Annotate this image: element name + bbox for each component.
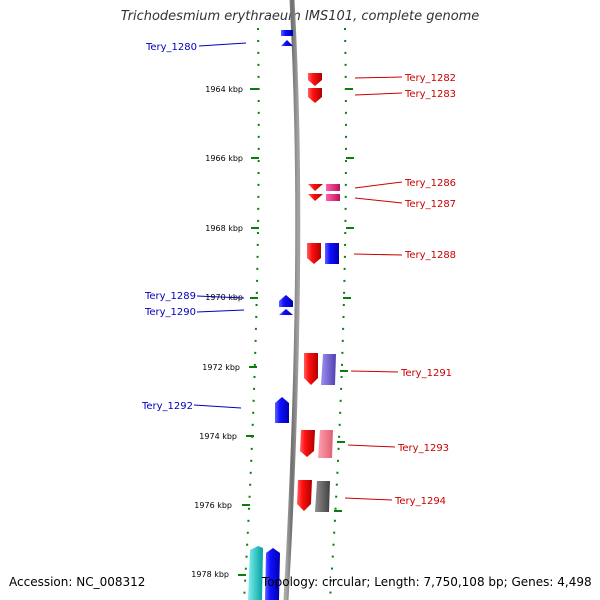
gene-label-tery-1292[interactable]: Tery_1292 (141, 401, 193, 412)
gene-tery-1286-feature[interactable] (308, 184, 323, 201)
gene-label-tery-1287[interactable]: Tery_1287 (404, 199, 456, 210)
leader-lines-minus (193, 42, 247, 409)
scale-label: 1968 kbp (205, 224, 243, 233)
gene-labels-minus: Tery_1280 Tery_1289 Tery_1290 Tery_1292 (141, 42, 197, 412)
scale-label: 1974 kbp (199, 432, 237, 441)
gene-tery-1291-feature[interactable] (304, 353, 336, 385)
gene-label-tery-1293[interactable]: Tery_1293 (397, 443, 449, 454)
gene-labels-plus: Tery_1282 Tery_1283 Tery_1286 Tery_1287 … (394, 73, 456, 507)
scale-label: 1972 kbp (202, 363, 240, 372)
gene-tery-1288-feature[interactable] (307, 243, 339, 264)
gene-tery-1280-feature[interactable] (281, 30, 293, 46)
gene-label-tery-1283[interactable]: Tery_1283 (404, 89, 456, 100)
gene-label-tery-1280[interactable]: Tery_1280 (145, 42, 197, 53)
gene-tery-1282-feature[interactable] (308, 73, 322, 86)
gene-tery-1292-feature[interactable] (275, 397, 289, 423)
topology-text: Topology: circular; Length: 7,750,108 bp… (262, 575, 592, 589)
scale-label: 1978 kbp (191, 570, 229, 579)
leader-lines-plus (344, 76, 403, 501)
gene-tery-1294-feature[interactable] (297, 480, 330, 512)
scale-ticks-outer (334, 88, 354, 512)
gene-tery-1287-feature[interactable] (326, 184, 340, 201)
scale-label: 1964 kbp (205, 85, 243, 94)
gene-label-tery-1288[interactable]: Tery_1288 (404, 250, 456, 261)
gene-tery-1293-feature[interactable] (300, 430, 333, 458)
gene-label-tery-1282[interactable]: Tery_1282 (404, 73, 456, 84)
gene-label-tery-1286[interactable]: Tery_1286 (404, 178, 456, 189)
inner-tick-track (243, 27, 260, 600)
map-title: Trichodesmium erythraeum IMS101, complet… (120, 9, 480, 24)
genome-backbone (283, 0, 301, 600)
gene-label-tery-1294[interactable]: Tery_1294 (394, 496, 446, 507)
outer-tick-track (329, 27, 347, 600)
gene-label-tery-1291[interactable]: Tery_1291 (400, 368, 452, 379)
gene-tery-1283-feature[interactable] (308, 88, 322, 103)
gene-label-tery-1289[interactable]: Tery_1289 (144, 291, 196, 302)
gene-bottom-features[interactable] (248, 546, 280, 600)
scale-label: 1976 kbp (194, 501, 232, 510)
gene-label-tery-1290[interactable]: Tery_1290 (144, 307, 196, 318)
scale-label: 1966 kbp (205, 154, 243, 163)
scale-labels: 1964 kbp 1966 kbp 1968 kbp 1970 kbp 1972… (191, 85, 243, 579)
gene-tery-1289-1290-feature[interactable] (279, 295, 293, 315)
scale-ticks-inner (238, 88, 259, 576)
accession-text: Accession: NC_008312 (9, 575, 146, 589)
